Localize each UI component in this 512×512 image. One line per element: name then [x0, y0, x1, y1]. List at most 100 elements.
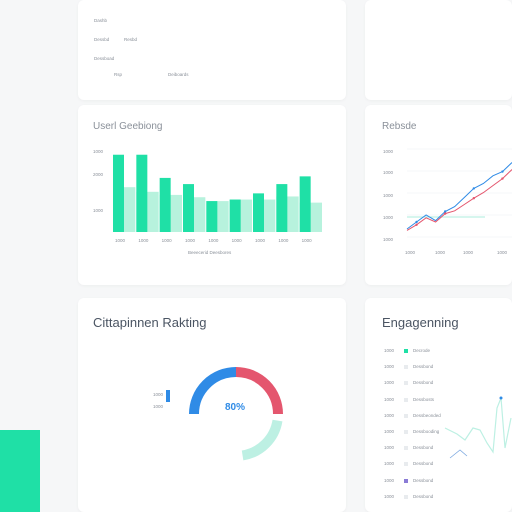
bar	[206, 201, 218, 232]
summary-line: Dessboad	[94, 56, 115, 61]
row-label: Dessbond	[413, 493, 434, 499]
user-chart-title: Userl Geebiong	[93, 121, 163, 132]
donut-percent: 80%	[225, 402, 246, 413]
bar	[229, 199, 241, 232]
row-swatch	[404, 446, 408, 451]
series-point	[443, 212, 447, 215]
x-axis-caption: Beeecerid Deesbores	[188, 250, 232, 255]
row-label: Dessbond	[413, 380, 434, 386]
row-tick: 1000	[384, 445, 395, 451]
row-label: Dessbond	[413, 477, 434, 483]
row-label: Dessbond	[413, 445, 434, 451]
accent-bar-fragment	[0, 430, 40, 512]
row-swatch	[404, 478, 408, 483]
x-tick-label: 1000	[278, 238, 289, 243]
row-swatch	[404, 381, 408, 386]
row-swatch	[404, 494, 408, 499]
citation-card: Cittapinnen Rakting 80% 1000 1000	[78, 298, 346, 512]
row-tick: 1000	[384, 412, 395, 418]
y-tick-label: 1000	[93, 149, 104, 154]
bar	[183, 184, 194, 232]
donut-slice	[189, 367, 237, 415]
row-tick: 1000	[384, 461, 395, 467]
series-line	[406, 162, 512, 230]
citation-title: Cittapinnen Rakting	[93, 315, 207, 330]
summary-card: Dashb Dessbd Dessboad Resbd Rsp Deiboard…	[78, 0, 346, 100]
x-tick-label: 1000	[255, 238, 266, 243]
y-tick-label: 1000	[383, 193, 394, 198]
series-point	[415, 223, 418, 226]
y-tick-label: 1000	[383, 215, 394, 220]
summary-line: Dessbd	[94, 37, 110, 42]
summary-line: Rsp	[114, 72, 123, 77]
bar	[276, 184, 288, 232]
row-tick: 1000	[384, 396, 395, 402]
row-tick: 1000	[384, 348, 395, 353]
top-right-card	[365, 0, 512, 100]
bar	[136, 154, 148, 232]
legend-label: 1000	[153, 392, 164, 397]
row-tick: 1000	[384, 429, 395, 434]
rebate-line-chart	[406, 148, 512, 238]
donut-slice	[241, 419, 283, 461]
series-point	[472, 187, 476, 190]
engagement-title: Engagenning	[382, 315, 459, 330]
x-tick-label: 1000	[162, 238, 173, 243]
x-tick-label: 1000	[185, 238, 196, 243]
row-swatch	[404, 397, 408, 402]
row-label: Dessbond	[413, 461, 434, 467]
x-tick-label: 1000	[138, 238, 149, 243]
bar	[159, 177, 171, 232]
bar	[113, 154, 124, 232]
y-tick-label: 1000	[383, 170, 394, 175]
x-tick-label: 1000	[405, 250, 416, 255]
engagement-card: Engagenning 1000 Decrode 1000 Dessbond 1000 D…	[365, 298, 512, 512]
bar	[299, 176, 311, 232]
row-tick: 1000	[384, 364, 395, 370]
series-point	[472, 197, 476, 200]
series-point	[501, 170, 504, 173]
engagement-line	[444, 397, 512, 454]
row-swatch	[404, 430, 408, 434]
summary-line: Resbd	[124, 37, 138, 42]
row-tick: 1000	[384, 493, 395, 499]
x-tick-label: 1000	[435, 250, 446, 255]
rebate-chart-card: Rebsde 1000 1000 1000 1000 1000 1000 100…	[365, 105, 512, 285]
row-swatch	[404, 462, 408, 467]
x-tick-label: 1000	[208, 238, 219, 243]
y-tick-label: 1000	[383, 237, 394, 242]
row-swatch	[404, 349, 408, 353]
rebate-chart-title: Rebsde	[382, 121, 417, 132]
series-point	[501, 177, 504, 180]
donut-slice	[235, 367, 283, 415]
row-label: Dessbeonded	[413, 412, 441, 418]
legend-swatch	[166, 390, 170, 402]
engagement-line-secondary	[449, 449, 468, 459]
row-swatch	[404, 365, 408, 370]
user-bar-chart: 1000 1000 1000 1000 1000 1000 1000 1000 1000	[113, 154, 322, 243]
y-tick-label: 1000	[383, 149, 394, 154]
bar	[253, 193, 264, 232]
row-label: Dessbond	[413, 364, 434, 370]
user-chart-card: Userl Geebiong 1000 1000 1000 1000 1000 1000 1…	[78, 105, 346, 285]
summary-line: Deiboards	[168, 72, 189, 77]
legend-label: 1000	[153, 404, 164, 409]
row-tick: 1000	[384, 477, 395, 483]
row-label: Dessbosts	[413, 396, 435, 402]
series-point	[443, 210, 447, 213]
y-tick-label: 2000	[93, 172, 104, 177]
row-swatch	[404, 413, 408, 418]
row-label: Decrode	[413, 348, 431, 353]
x-tick-label: 1000	[302, 238, 313, 243]
row-tick: 1000	[384, 380, 395, 386]
row-label: Dessbooding	[413, 429, 440, 434]
series-line	[406, 169, 512, 231]
engagement-point	[499, 396, 503, 400]
x-tick-label: 1000	[115, 238, 126, 243]
engagement-line-chart	[444, 396, 512, 459]
x-tick-label: 1000	[232, 238, 243, 243]
y-tick-label: 1000	[93, 208, 104, 213]
citation-donut-chart	[189, 367, 283, 461]
series-point	[415, 220, 418, 224]
x-tick-label: 1000	[463, 250, 474, 255]
